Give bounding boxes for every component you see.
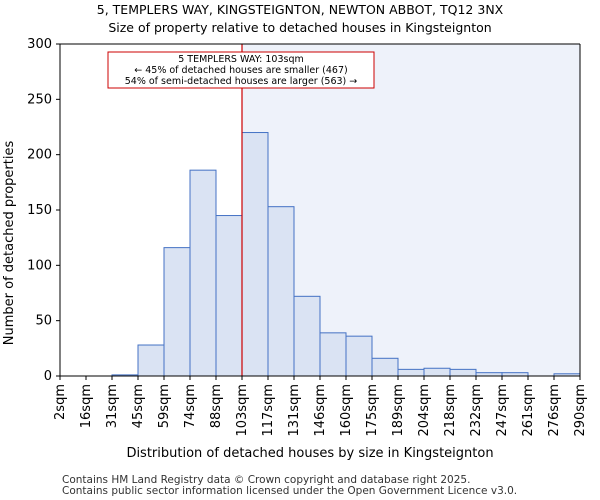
- bar: [423, 367, 451, 377]
- y-axis-title: Number of detached properties: [2, 141, 17, 346]
- x-tick-label: 218sqm: [443, 384, 458, 437]
- x-tick-label: 2sqm: [53, 384, 68, 420]
- bar: [215, 215, 243, 377]
- y-tick-label: 50: [35, 314, 52, 329]
- bar: [163, 247, 191, 377]
- x-tick-label: 103sqm: [235, 384, 250, 437]
- bar: [449, 368, 477, 377]
- x-tick-label: 290sqm: [573, 384, 588, 437]
- bar: [397, 368, 425, 377]
- x-tick-label: 59sqm: [157, 384, 172, 428]
- y-tick-label: 250: [27, 92, 52, 107]
- annotation-box: [107, 51, 375, 89]
- x-tick-label: 160sqm: [339, 384, 354, 437]
- annotation-line-3: 54% of semi-detached houses are larger (…: [125, 76, 358, 87]
- x-tick-label: 16sqm: [79, 384, 94, 428]
- chart-title: 5, TEMPLERS WAY, KINGSTEIGNTON, NEWTON A…: [96, 2, 504, 17]
- annotation-line-1: 5 TEMPLERS WAY: 103sqm: [178, 54, 304, 65]
- bar: [345, 335, 373, 377]
- y-tick-label: 200: [27, 148, 52, 163]
- bar: [267, 206, 295, 377]
- y-tick-label: 0: [44, 369, 52, 384]
- y-tick-label: 150: [27, 203, 52, 218]
- x-tick-label: 45sqm: [131, 384, 146, 428]
- footer-copyright: Contains HM Land Registry data © Crown c…: [62, 474, 471, 486]
- x-tick-label: 131sqm: [287, 384, 302, 437]
- x-tick-label: 276sqm: [547, 384, 562, 437]
- bar: [371, 357, 399, 377]
- x-tick-label: 232sqm: [469, 384, 484, 437]
- chart-subtitle: Size of property relative to detached ho…: [108, 20, 492, 35]
- x-tick-label: 175sqm: [365, 384, 380, 437]
- bar: [189, 169, 217, 377]
- footer-licence: Contains public sector information licen…: [62, 485, 518, 497]
- annotation-line-2: ← 45% of detached houses are smaller (46…: [134, 65, 347, 76]
- x-axis-title: Distribution of detached houses by size …: [126, 446, 493, 461]
- x-tick-label: 88sqm: [209, 384, 224, 428]
- y-tick-label: 100: [27, 258, 52, 273]
- x-tick-label: 74sqm: [183, 384, 198, 428]
- bar: [241, 132, 269, 377]
- bar: [293, 295, 321, 377]
- x-tick-label: 189sqm: [391, 384, 406, 437]
- x-tick-label: 261sqm: [521, 384, 536, 437]
- x-tick-label: 117sqm: [261, 384, 276, 437]
- bar: [319, 332, 347, 377]
- y-tick-label: 300: [27, 37, 52, 52]
- x-tick-label: 204sqm: [417, 384, 432, 437]
- x-tick-label: 146sqm: [313, 384, 328, 437]
- bar: [137, 344, 165, 377]
- x-tick-label: 31sqm: [105, 384, 120, 428]
- x-tick-label: 247sqm: [495, 384, 510, 437]
